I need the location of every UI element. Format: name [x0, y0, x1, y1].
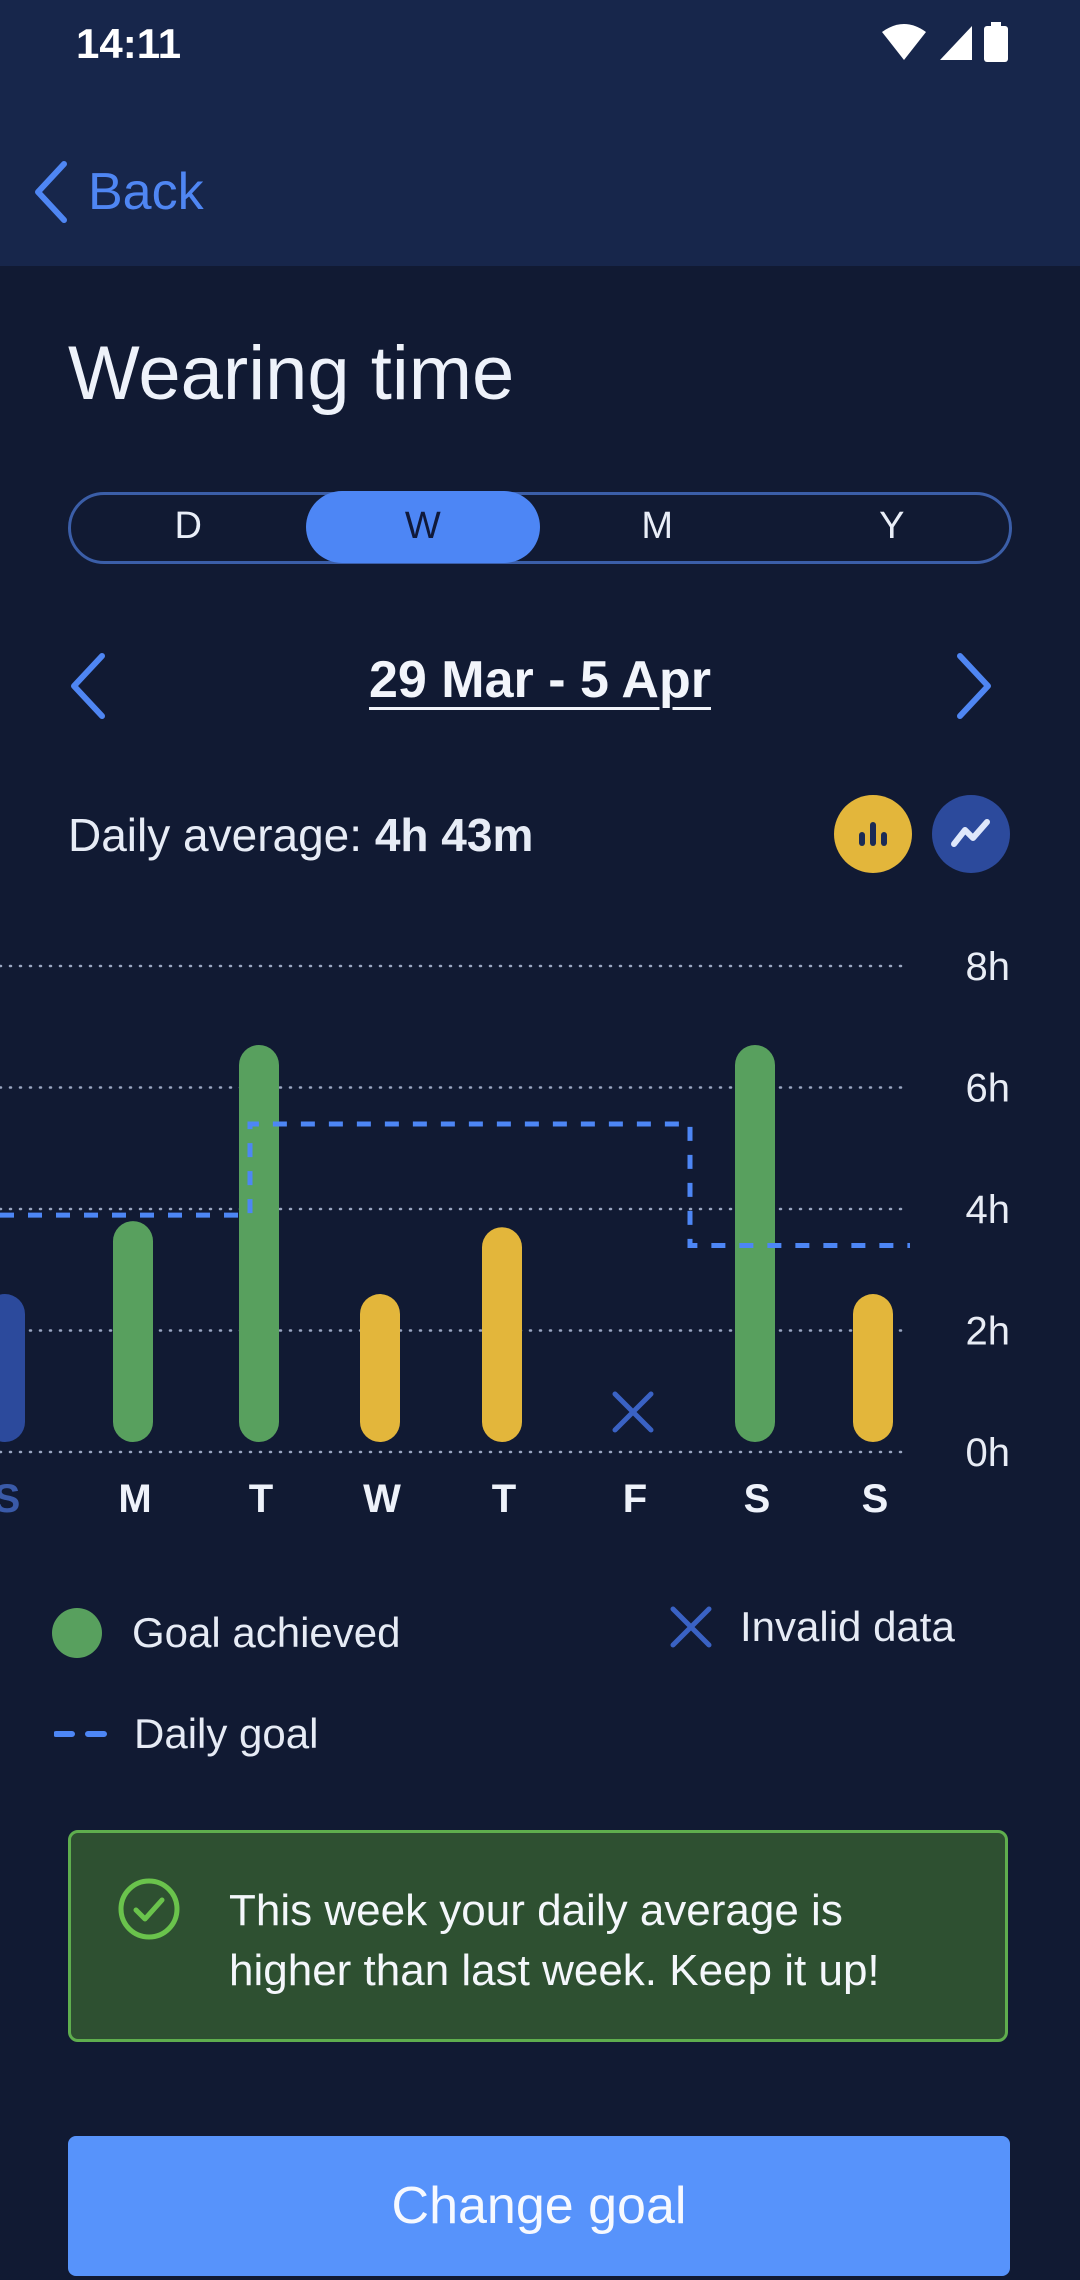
legend-goal-achieved: Goal achieved	[52, 1608, 401, 1658]
bar	[360, 1294, 400, 1442]
period-selector: D W M Y	[68, 490, 1012, 564]
page-title: Wearing time	[68, 331, 515, 416]
daily-average-value: 4h 43m	[374, 809, 534, 861]
tab-year[interactable]: Y	[879, 505, 905, 547]
bar	[735, 1044, 775, 1442]
back-label: Back	[88, 163, 204, 221]
legend-invalid-data-label: Invalid data	[740, 1603, 955, 1650]
wearing-time-chart: 0h 2h 4h 6h 8h S M T W T F S S	[0, 920, 1080, 1540]
next-period-button[interactable]	[950, 648, 1000, 729]
tab-month[interactable]: M	[641, 505, 674, 547]
x-tick-label: T	[492, 1477, 516, 1521]
bar-chart-icon	[859, 822, 887, 846]
dashed-line-icon	[54, 1731, 107, 1737]
x-icon	[670, 1606, 712, 1648]
legend-goal-achieved-label: Goal achieved	[132, 1609, 401, 1656]
y-tick-label: 4h	[966, 1188, 1011, 1232]
x-tick-label: M	[118, 1477, 151, 1521]
header: Back	[0, 90, 1080, 266]
bar	[853, 1294, 893, 1442]
chevron-left-icon	[71, 653, 105, 719]
change-goal-label: Change goal	[391, 2177, 687, 2235]
bar	[239, 1044, 279, 1442]
legend-daily-goal-label: Daily goal	[134, 1710, 319, 1757]
wifi-icon	[882, 24, 926, 60]
bar	[113, 1221, 153, 1442]
date-range[interactable]: 29 Mar - 5 Apr	[369, 651, 711, 709]
status-icons	[880, 22, 1008, 62]
x-tick-label: W	[363, 1477, 401, 1521]
x-tick-label: S	[744, 1477, 771, 1521]
y-tick-label: 0h	[966, 1431, 1011, 1475]
line-chart-icon	[951, 819, 990, 847]
line-view-button[interactable]	[932, 795, 1010, 873]
chevron-right-icon	[957, 653, 991, 719]
goal-achieved-dot-icon	[52, 1608, 102, 1658]
bar	[0, 1294, 25, 1442]
daily-goal-line	[0, 1121, 910, 1248]
battery-icon	[984, 22, 1008, 62]
invalid-data-mark	[612, 1391, 654, 1433]
signal-icon	[940, 26, 972, 60]
x-tick-label: F	[623, 1477, 647, 1521]
previous-period-button[interactable]	[62, 648, 112, 729]
bar-view-button[interactable]	[834, 795, 912, 873]
chevron-left-icon	[35, 161, 67, 223]
encouragement-card: This week your daily average is higher t…	[68, 1830, 1008, 2042]
legend-daily-goal: Daily goal	[54, 1710, 318, 1758]
tab-week[interactable]: W	[305, 490, 540, 563]
status-time: 14:11	[76, 20, 182, 67]
daily-average: Daily average: 4h 43m	[68, 808, 533, 862]
bar	[482, 1227, 522, 1442]
x-tick-label: S	[0, 1477, 20, 1521]
y-tick-label: 6h	[966, 1067, 1011, 1111]
encouragement-message: This week your daily average is higher t…	[229, 1886, 880, 1995]
y-tick-label: 8h	[966, 945, 1011, 989]
back-button[interactable]: Back	[30, 160, 204, 224]
x-tick-label: T	[249, 1477, 273, 1521]
daily-average-label: Daily average:	[68, 809, 363, 861]
change-goal-button[interactable]: Change goal	[68, 2136, 1010, 2276]
check-circle-icon	[118, 1878, 180, 1940]
legend-invalid-data: Invalid data	[668, 1603, 955, 1651]
tab-day[interactable]: D	[174, 505, 202, 547]
chart-svg: 0h 2h 4h 6h 8h S M T W T F S S	[0, 945, 1011, 1521]
x-tick-label: S	[862, 1477, 889, 1521]
status-bar: 14:11	[0, 0, 1080, 90]
y-tick-label: 2h	[966, 1310, 1011, 1354]
